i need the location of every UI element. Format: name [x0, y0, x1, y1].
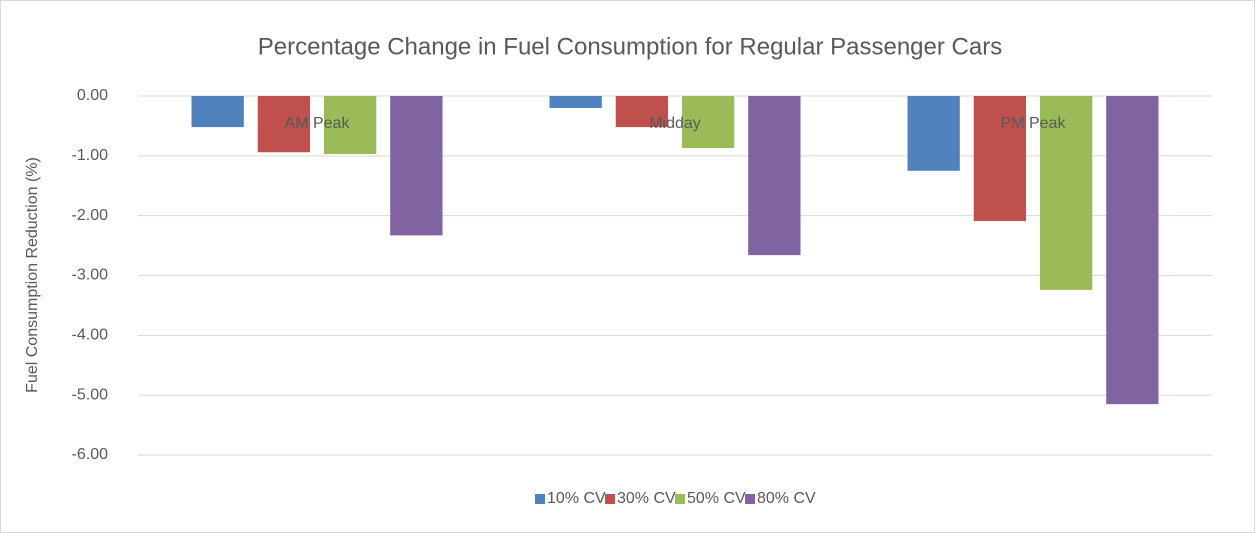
bar	[907, 96, 960, 171]
legend-label: 80% CV	[757, 490, 816, 507]
bar	[1106, 96, 1159, 405]
y-axis-title: Fuel Consumption Reduction (%)	[24, 157, 41, 393]
y-tick-label: -4.00	[72, 327, 109, 344]
y-tick-label: -3.00	[72, 267, 109, 284]
legend-swatch	[675, 494, 685, 504]
bar	[390, 96, 443, 236]
y-tick-label: -6.00	[72, 446, 109, 463]
category-label: Midday	[649, 115, 701, 132]
category-label: PM Peak	[1001, 115, 1067, 132]
legend-swatch	[745, 494, 755, 504]
bar	[1039, 96, 1093, 290]
category-label: AM Peak	[285, 115, 351, 132]
legend-swatch	[605, 494, 615, 504]
legend-label: 10% CV	[547, 490, 606, 507]
legend-label: 50% CV	[687, 490, 746, 507]
bar	[681, 96, 735, 149]
bar	[615, 96, 669, 128]
chart-title: Percentage Change in Fuel Consumption fo…	[258, 33, 1002, 60]
legend-swatch	[535, 494, 545, 504]
y-tick-label: -1.00	[72, 147, 109, 164]
y-tick-label: -2.00	[72, 207, 109, 224]
bar	[748, 96, 801, 256]
y-tick-label: -5.00	[72, 386, 109, 403]
bar	[973, 96, 1027, 222]
bar	[323, 96, 377, 155]
bar	[257, 96, 311, 153]
legend-label: 30% CV	[617, 490, 676, 507]
bar	[549, 96, 602, 108]
bar	[191, 96, 244, 128]
y-tick-label: 0.00	[77, 87, 108, 104]
